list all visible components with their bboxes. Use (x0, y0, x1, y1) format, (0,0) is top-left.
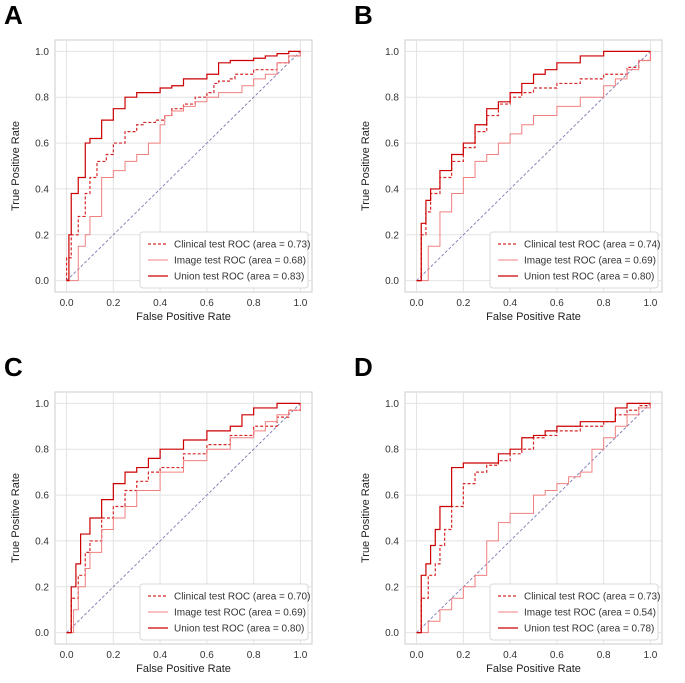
x-tick-label: 0.6 (200, 650, 214, 661)
roc-curve-image (416, 403, 651, 634)
y-tick-label: 0.2 (35, 582, 49, 593)
y-tick-label: 0.4 (385, 536, 399, 547)
legend-box (489, 583, 659, 641)
x-tick-label: 0.8 (247, 298, 261, 309)
x-axis-label: False Positive Rate (136, 663, 231, 675)
x-tick-label: 0.2 (106, 650, 120, 661)
chance-line (416, 51, 651, 281)
legend-label: Clinical test ROC (area = 0.73) (174, 240, 310, 251)
x-tick-label: 0.0 (410, 650, 424, 661)
chance-line (66, 403, 301, 633)
x-tick-label: 0.4 (503, 650, 517, 661)
legend-label: Clinical test ROC (area = 0.73) (524, 592, 660, 603)
x-tick-label: 1.0 (643, 298, 657, 309)
y-tick-label: 1.0 (35, 399, 49, 410)
y-tick-label: 0.0 (35, 276, 49, 287)
y-tick-label: 0.8 (385, 93, 399, 104)
y-tick-label: 0.8 (35, 93, 49, 104)
roc-chart-c: 0.0 0.2 0.4 0.6 0.8 1.0 0.0 0.2 0.4 0.6 0.8 1.0 Fals… (10, 391, 313, 675)
x-tick-label: 0.8 (597, 650, 611, 661)
x-tick-label: 0.4 (153, 298, 167, 309)
y-tick-label: 1.0 (385, 47, 399, 58)
roc-curve-union (416, 402, 651, 634)
y-tick-label: 1.0 (35, 47, 49, 58)
y-axis-label: True Positive Rate (10, 473, 22, 563)
x-tick-label: 0.0 (410, 298, 424, 309)
legend-label: Image test ROC (area = 0.68) (174, 256, 306, 267)
legend-label: Union test ROC (area = 0.78) (524, 624, 654, 635)
roc-curve-clinical (66, 403, 302, 634)
panel-letter: B (354, 0, 373, 30)
x-tick-label: 0.0 (60, 650, 74, 661)
roc-chart-a: 0.0 0.2 0.4 0.6 0.8 1.0 0.0 0.2 0.4 0.6 0.8 1.0 Fals… (10, 39, 313, 323)
panel-letter: C (4, 352, 23, 382)
y-tick-label: 0.0 (385, 628, 399, 639)
legend-label: Union test ROC (area = 0.80) (174, 624, 304, 635)
roc-curve-union (66, 402, 301, 634)
x-tick-label: 0.8 (247, 650, 261, 661)
x-tick-label: 0.2 (456, 650, 470, 661)
y-tick-label: 0.8 (385, 445, 399, 456)
panel-letter: D (354, 352, 373, 382)
legend-label: Union test ROC (area = 0.83) (174, 272, 304, 283)
x-axis-label: False Positive Rate (136, 311, 231, 323)
roc-curve-union (416, 50, 651, 282)
y-tick-label: 0.4 (35, 536, 49, 547)
legend-box (489, 231, 659, 289)
x-tick-label: 0.8 (597, 298, 611, 309)
roc-curve-clinical (416, 403, 652, 634)
x-tick-label: 0.6 (550, 298, 564, 309)
x-tick-label: 1.0 (293, 650, 307, 661)
roc-chart-b: 0.0 0.2 0.4 0.6 0.8 1.0 0.0 0.2 0.4 0.6 0.8 1.0 Fals… (360, 39, 663, 323)
x-tick-label: 0.2 (106, 298, 120, 309)
x-tick-label: 1.0 (293, 298, 307, 309)
y-tick-label: 1.0 (385, 399, 399, 410)
roc-curve-image (66, 403, 301, 634)
y-tick-label: 0.6 (385, 139, 399, 150)
y-axis-label: True Positive Rate (10, 121, 22, 211)
y-tick-label: 0.2 (385, 582, 399, 593)
legend-label: Image test ROC (area = 0.54) (524, 608, 656, 619)
legend-label: Clinical test ROC (area = 0.74) (524, 240, 660, 251)
legend-label: Image test ROC (area = 0.69) (174, 608, 306, 619)
chance-line (66, 51, 301, 281)
y-tick-label: 0.4 (35, 184, 49, 195)
y-tick-label: 0.0 (35, 628, 49, 639)
roc-curve-image (66, 51, 301, 282)
y-tick-label: 0.6 (35, 491, 49, 502)
legend-box (139, 231, 309, 289)
y-tick-label: 0.2 (35, 230, 49, 241)
x-axis-label: False Positive Rate (486, 663, 581, 675)
panel-letter: A (4, 0, 23, 30)
legend-label: Image test ROC (area = 0.69) (524, 256, 656, 267)
chance-line (416, 403, 651, 633)
y-tick-label: 0.4 (385, 184, 399, 195)
x-tick-label: 0.4 (153, 650, 167, 661)
y-tick-label: 0.0 (385, 276, 399, 287)
y-tick-label: 0.2 (385, 230, 399, 241)
legend-label: Clinical test ROC (area = 0.70) (174, 592, 310, 603)
y-tick-label: 0.6 (385, 491, 399, 502)
legend-label: Union test ROC (area = 0.80) (524, 272, 654, 283)
x-tick-label: 0.0 (60, 298, 74, 309)
y-axis-label: True Positive Rate (360, 121, 372, 211)
roc-curve-union (66, 50, 301, 282)
x-tick-label: 0.6 (550, 650, 564, 661)
roc-curve-image (416, 51, 651, 282)
y-axis-label: True Positive Rate (360, 473, 372, 563)
x-tick-label: 0.4 (503, 298, 517, 309)
x-axis-label: False Positive Rate (486, 311, 581, 323)
x-tick-label: 0.2 (456, 298, 470, 309)
y-tick-label: 0.8 (35, 445, 49, 456)
x-tick-label: 1.0 (643, 650, 657, 661)
roc-chart-d: 0.0 0.2 0.4 0.6 0.8 1.0 0.0 0.2 0.4 0.6 0.8 1.0 Fals… (360, 391, 663, 675)
y-tick-label: 0.6 (35, 139, 49, 150)
x-tick-label: 0.6 (200, 298, 214, 309)
legend-box (139, 583, 309, 641)
